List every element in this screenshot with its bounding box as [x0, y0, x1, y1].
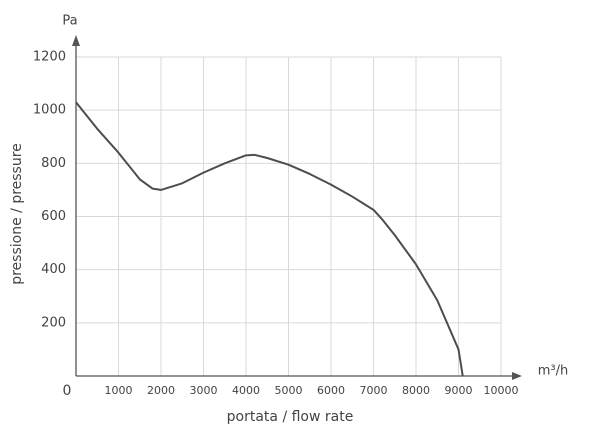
- x-axis-arrow: [512, 372, 522, 380]
- y-axis-label: pressione / pressure: [9, 143, 25, 285]
- x-tick-label: 7000: [360, 384, 388, 397]
- x-tick-label: 2000: [147, 384, 175, 397]
- y-axis-arrow: [72, 35, 80, 46]
- x-tick-label: 6000: [317, 384, 345, 397]
- y-tick-label: 1000: [33, 103, 66, 118]
- y-tick-label: 1200: [33, 50, 66, 65]
- x-tick-label: 9000: [445, 384, 473, 397]
- x-tick-label: 0: [63, 383, 72, 399]
- x-tick-label: 5000: [275, 384, 303, 397]
- x-unit: m³/h: [538, 364, 569, 379]
- y-tick-label: 800: [41, 156, 66, 171]
- y-tick-label: 600: [41, 209, 66, 224]
- x-axis-label: portata / flow rate: [227, 409, 354, 425]
- x-tick-label: 3000: [190, 384, 218, 397]
- y-unit: Pa: [62, 14, 77, 29]
- x-tick-label: 4000: [232, 384, 260, 397]
- y-tick-label: 200: [41, 315, 66, 330]
- data-line: [75, 101, 464, 377]
- x-tick-label: 1000: [105, 384, 133, 397]
- y-tick-label: 400: [41, 262, 66, 277]
- x-tick-label: 10000: [484, 384, 519, 397]
- x-tick-label: 8000: [402, 384, 430, 397]
